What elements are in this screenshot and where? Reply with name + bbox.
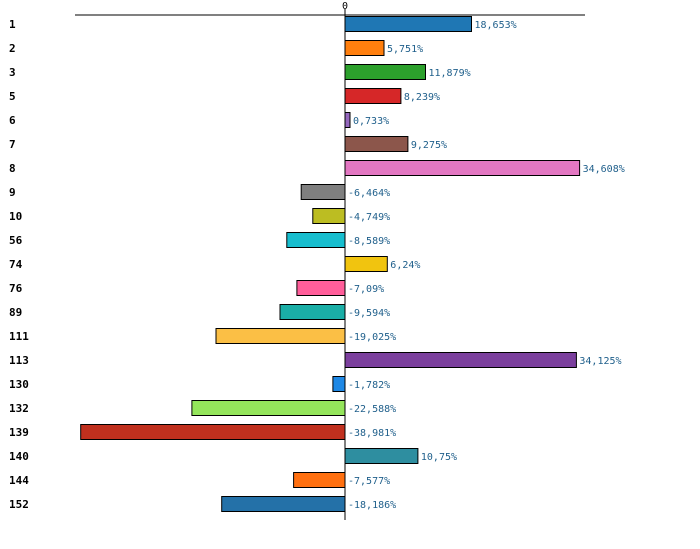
value-label-111: -19,025% (348, 332, 396, 343)
category-label-5: 5 (9, 90, 16, 103)
zero-tick-label: 0 (342, 1, 348, 12)
value-label-132: -22,588% (348, 404, 396, 415)
value-label-9: -6,464% (348, 188, 390, 199)
bar-3 (344, 64, 426, 80)
value-label-139: -38,981% (348, 428, 396, 439)
category-label-152: 152 (9, 498, 29, 511)
value-label-10: -4,749% (348, 212, 390, 223)
value-label-56: -8,589% (348, 236, 390, 247)
category-label-144: 144 (9, 474, 29, 487)
category-label-89: 89 (9, 306, 22, 319)
value-label-5: 8,239% (404, 92, 440, 103)
category-label-76: 76 (9, 282, 23, 295)
bar-7 (344, 136, 409, 152)
value-label-130: -1,782% (348, 380, 390, 391)
bar-140 (344, 448, 419, 464)
bar-10 (312, 208, 346, 224)
bar-56 (286, 232, 346, 248)
value-label-74: 6,24% (390, 260, 420, 271)
category-label-8: 8 (9, 162, 16, 175)
bar-139 (80, 424, 346, 440)
value-label-113: 34,125% (579, 356, 621, 367)
bar-74 (344, 256, 388, 272)
value-label-1: 18,653% (475, 20, 517, 31)
value-label-7: 9,275% (411, 140, 447, 151)
bar-1 (344, 16, 472, 32)
bars-group: 1 18,653% 2 5,751% 3 11,879% 5 8,239% 6 0,733% 7 9,… (9, 16, 625, 512)
value-label-6: 0,733% (353, 116, 389, 127)
value-label-144: -7,577% (348, 476, 390, 487)
category-label-9: 9 (9, 186, 16, 199)
category-label-56: 56 (9, 234, 23, 247)
category-label-113: 113 (9, 354, 29, 367)
category-label-139: 139 (9, 426, 29, 439)
category-label-140: 140 (9, 450, 29, 463)
value-label-140: 10,75% (421, 452, 457, 463)
bar-8 (344, 160, 581, 176)
category-label-130: 130 (9, 378, 29, 391)
bar-113 (344, 352, 577, 368)
category-label-3: 3 (9, 66, 16, 79)
value-label-152: -18,186% (348, 500, 396, 511)
category-label-7: 7 (9, 138, 16, 151)
category-label-74: 74 (9, 258, 23, 271)
bar-76 (296, 280, 346, 296)
bar-152 (221, 496, 346, 512)
bar-111 (215, 328, 346, 344)
category-label-111: 111 (9, 330, 29, 343)
category-label-10: 10 (9, 210, 22, 223)
bar-9 (300, 184, 346, 200)
bar-144 (293, 472, 346, 488)
bar-6 (344, 112, 351, 128)
value-label-8: 34,608% (583, 164, 625, 175)
value-label-2: 5,751% (387, 44, 423, 55)
bar-5 (344, 88, 402, 104)
category-label-2: 2 (9, 42, 16, 55)
bar-89 (279, 304, 346, 320)
value-label-3: 11,879% (429, 68, 471, 79)
bar-130 (332, 376, 346, 392)
bar-2 (344, 40, 385, 56)
bar-132 (191, 400, 346, 416)
value-label-89: -9,594% (348, 308, 390, 319)
category-label-1: 1 (9, 18, 16, 31)
category-label-6: 6 (9, 114, 16, 127)
category-label-132: 132 (9, 402, 29, 415)
value-label-76: -7,09% (348, 284, 384, 295)
